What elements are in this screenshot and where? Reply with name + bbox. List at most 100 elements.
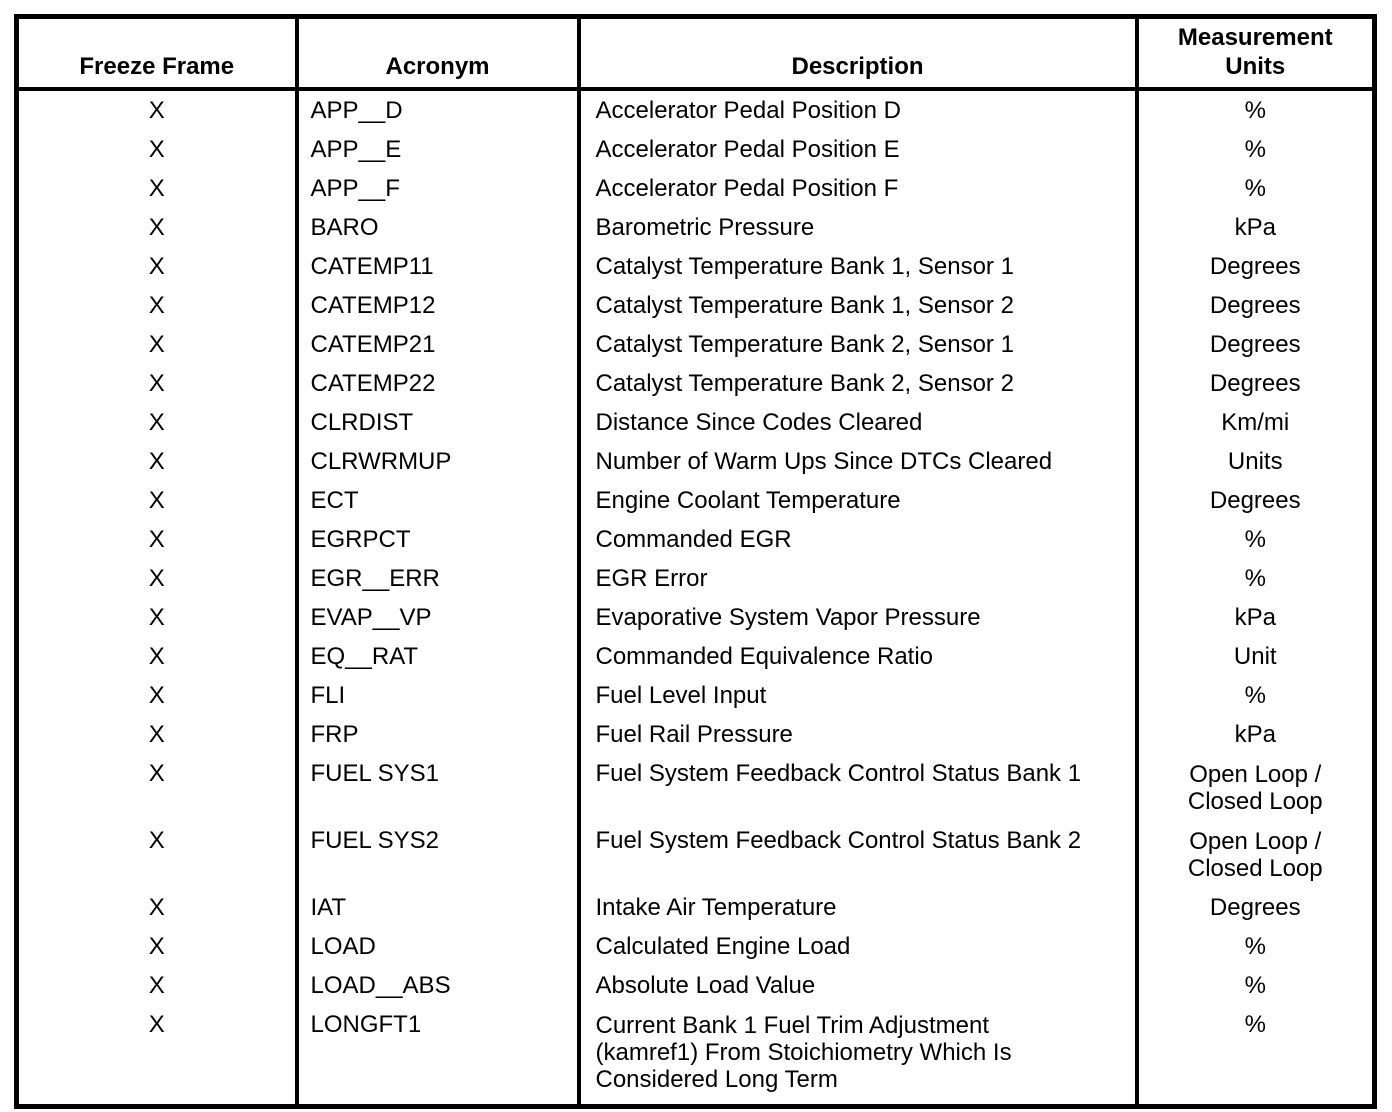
column-header-measurement-units: Measurement Units xyxy=(1134,16,1375,91)
table-row: X CATEMP22 Catalyst Temperature Bank 2, … xyxy=(17,364,1375,403)
table-row: X CATEMP12 Catalyst Temperature Bank 1, … xyxy=(17,286,1375,325)
units-cell: % xyxy=(1134,1005,1375,1106)
units-cell: kPa xyxy=(1134,208,1375,247)
table-row: X FUEL SYS2 Fuel System Feedback Control… xyxy=(17,821,1375,888)
units-cell: kPa xyxy=(1134,598,1375,637)
units-cell: Degrees xyxy=(1134,286,1375,325)
units-cell: % xyxy=(1134,676,1375,715)
description-cell: Calculated Engine Load xyxy=(576,927,1137,966)
acronym-cell: FUEL SYS1 xyxy=(294,754,579,821)
freeze-frame-cell: X xyxy=(148,972,165,999)
units-cell: % xyxy=(1134,966,1375,1005)
acronym-cell: EQ__RAT xyxy=(294,637,579,676)
table-row: X CLRDIST Distance Since Codes Cleared K… xyxy=(17,403,1375,442)
description-cell: Accelerator Pedal Position E xyxy=(576,130,1137,169)
description-cell: Fuel System Feedback Control Status Bank… xyxy=(576,754,1137,821)
table-row: X LOAD__ABS Absolute Load Value % xyxy=(17,966,1375,1005)
freeze-frame-cell: X xyxy=(148,409,165,436)
units-cell: Degrees xyxy=(1134,247,1375,286)
acronym-cell: FLI xyxy=(294,676,579,715)
freeze-frame-cell: X xyxy=(148,253,165,280)
table-row: X APP__E Accelerator Pedal Position E % xyxy=(17,130,1375,169)
description-cell: Catalyst Temperature Bank 2, Sensor 1 xyxy=(576,325,1137,364)
units-cell: % xyxy=(1134,559,1375,598)
freeze-frame-cell: X xyxy=(148,721,165,748)
table-row: X FRP Fuel Rail Pressure kPa xyxy=(17,715,1375,754)
acronym-cell: CATEMP21 xyxy=(294,325,579,364)
freeze-frame-cell: X xyxy=(148,487,165,514)
description-cell: Fuel System Feedback Control Status Bank… xyxy=(576,821,1137,888)
acronym-cell: BARO xyxy=(294,208,579,247)
units-cell: % xyxy=(1134,89,1375,130)
freeze-frame-cell: X xyxy=(148,894,165,921)
description-cell: Number of Warm Ups Since DTCs Cleared xyxy=(576,442,1137,481)
freeze-frame-cell: X xyxy=(148,292,165,319)
units-cell: Degrees xyxy=(1134,364,1375,403)
acronym-cell: CLRDIST xyxy=(294,403,579,442)
acronym-cell: CATEMP11 xyxy=(294,247,579,286)
description-cell: Current Bank 1 Fuel Trim Adjustment (kam… xyxy=(576,1005,1137,1106)
acronym-cell: APP__D xyxy=(294,89,579,130)
description-cell: Commanded EGR xyxy=(576,520,1137,559)
freeze-frame-cell: X xyxy=(148,175,165,202)
freeze-frame-cell: X xyxy=(148,214,165,241)
freeze-frame-cell: X xyxy=(148,565,165,592)
description-cell: Barometric Pressure xyxy=(576,208,1137,247)
freeze-frame-cell: X xyxy=(148,136,165,163)
freeze-frame-cell: X xyxy=(148,331,165,358)
table-row: X LONGFT1 Current Bank 1 Fuel Trim Adjus… xyxy=(17,1005,1375,1106)
acronym-cell: LOAD xyxy=(294,927,579,966)
freeze-frame-cell: X xyxy=(148,682,165,709)
acronym-cell: APP__E xyxy=(294,130,579,169)
freeze-frame-cell: X xyxy=(148,97,165,124)
description-cell: EGR Error xyxy=(576,559,1137,598)
description-cell: Distance Since Codes Cleared xyxy=(576,403,1137,442)
units-cell: Degrees xyxy=(1134,481,1375,520)
acronym-cell: EVAP__VP xyxy=(294,598,579,637)
acronym-cell: FRP xyxy=(294,715,579,754)
acronym-cell: IAT xyxy=(294,888,579,927)
units-cell: Degrees xyxy=(1134,325,1375,364)
units-cell: Units xyxy=(1134,442,1375,481)
table-body: X APP__D Accelerator Pedal Position D % … xyxy=(17,89,1375,1106)
freeze-frame-cell: X xyxy=(148,643,165,670)
acronym-cell: CATEMP22 xyxy=(294,364,579,403)
description-cell: Fuel Level Input xyxy=(576,676,1137,715)
freeze-frame-cell: X xyxy=(148,760,165,787)
table-row: X ECT Engine Coolant Temperature Degrees xyxy=(17,481,1375,520)
units-cell: % xyxy=(1134,520,1375,559)
table-row: X FLI Fuel Level Input % xyxy=(17,676,1375,715)
table-row: X APP__D Accelerator Pedal Position D % xyxy=(17,89,1375,130)
freeze-frame-cell: X xyxy=(148,827,165,854)
description-cell: Evaporative System Vapor Pressure xyxy=(576,598,1137,637)
units-cell: Degrees xyxy=(1134,888,1375,927)
acronym-cell: EGRPCT xyxy=(294,520,579,559)
units-cell: Open Loop / Closed Loop xyxy=(1134,754,1375,821)
table-row: X BARO Barometric Pressure kPa xyxy=(17,208,1375,247)
units-cell: Unit xyxy=(1134,637,1375,676)
units-cell: % xyxy=(1134,130,1375,169)
acronym-cell: FUEL SYS2 xyxy=(294,821,579,888)
description-cell: Commanded Equivalence Ratio xyxy=(576,637,1137,676)
description-cell: Engine Coolant Temperature xyxy=(576,481,1137,520)
table-row: X CATEMP11 Catalyst Temperature Bank 1, … xyxy=(17,247,1375,286)
description-cell: Accelerator Pedal Position F xyxy=(576,169,1137,208)
header-row: Freeze Frame Acronym Description Measure… xyxy=(16,16,1375,91)
column-header-description: Description xyxy=(576,16,1137,91)
table-row: X FUEL SYS1 Fuel System Feedback Control… xyxy=(17,754,1375,821)
table-row: X APP__F Accelerator Pedal Position F % xyxy=(17,169,1375,208)
description-cell: Accelerator Pedal Position D xyxy=(576,89,1137,130)
units-cell: % xyxy=(1134,927,1375,966)
acronym-cell: CLRWRMUP xyxy=(294,442,579,481)
table-row: X IAT Intake Air Temperature Degrees xyxy=(17,888,1375,927)
units-cell: Km/mi xyxy=(1134,403,1375,442)
description-cell: Absolute Load Value xyxy=(576,966,1137,1005)
table-row: X EGRPCT Commanded EGR % xyxy=(17,520,1375,559)
table-row: X CLRWRMUP Number of Warm Ups Since DTCs… xyxy=(17,442,1375,481)
table-row: X CATEMP21 Catalyst Temperature Bank 2, … xyxy=(17,325,1375,364)
acronym-cell: LOAD__ABS xyxy=(294,966,579,1005)
table-row: X EVAP__VP Evaporative System Vapor Pres… xyxy=(17,598,1375,637)
table-header: Freeze Frame Acronym Description Measure… xyxy=(16,16,1375,91)
units-cell: Open Loop / Closed Loop xyxy=(1134,821,1375,888)
